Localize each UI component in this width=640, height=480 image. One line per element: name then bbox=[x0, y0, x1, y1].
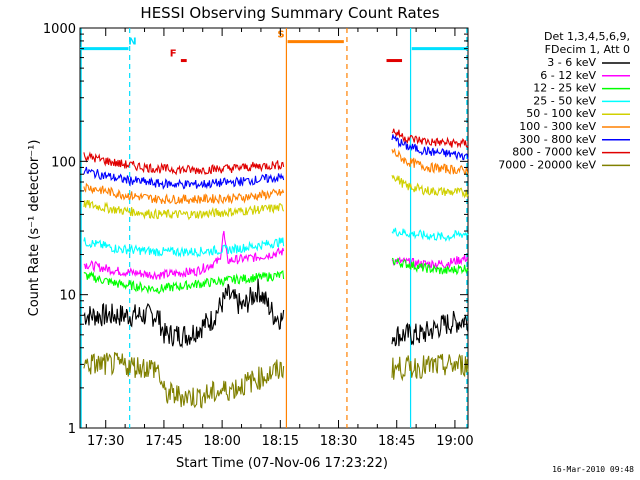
x-tick-label: 18:00 bbox=[203, 434, 240, 449]
legend-entry-label: 7000 - 20000 keV bbox=[498, 158, 596, 171]
chart-title: HESSI Observing Summary Count Rates bbox=[140, 4, 439, 22]
legend-entry-label: 50 - 100 keV bbox=[526, 107, 596, 120]
x-tick-label: 18:15 bbox=[262, 434, 299, 449]
y-axis-label: Count Rate (s⁻¹ detector⁻¹) bbox=[27, 140, 42, 317]
vertical-markers bbox=[80, 28, 468, 428]
legend-entry-label: 300 - 800 keV bbox=[519, 133, 596, 146]
x-tick-label: 18:45 bbox=[378, 434, 415, 449]
plot-frame bbox=[79, 27, 469, 429]
legend-entry-label: 25 - 50 keV bbox=[533, 94, 596, 107]
flag-bars: N F S bbox=[80, 30, 468, 63]
legend: Det 1,3,4,5,6,9,FDecim 1, Att 03 - 6 keV… bbox=[498, 30, 630, 171]
legend-entry-label: 100 - 300 keV bbox=[519, 120, 596, 133]
legend-entry-label: 6 - 12 keV bbox=[540, 69, 596, 82]
series-line bbox=[83, 257, 469, 295]
y-tick-label: 10 bbox=[59, 289, 76, 304]
x-axis-label: Start Time (07-Nov-06 17:23:22) bbox=[176, 456, 388, 471]
legend-entry-label: 12 - 25 keV bbox=[533, 82, 596, 95]
flag-bar-label: F bbox=[170, 49, 177, 60]
flag-bar-label: S bbox=[277, 30, 284, 41]
y-tick-label: 1000 bbox=[43, 22, 76, 37]
flag-bar-label: N bbox=[128, 37, 136, 48]
legend-header-line: Det 1,3,4,5,6,9, bbox=[544, 30, 630, 43]
legend-entry-label: 800 - 7000 keV bbox=[512, 146, 596, 159]
legend-header-line: FDecim 1, Att 0 bbox=[545, 43, 630, 56]
x-tick-label: 17:45 bbox=[145, 434, 182, 449]
series-line bbox=[83, 174, 469, 221]
y-tick-label: 1 bbox=[68, 422, 76, 437]
series-line bbox=[83, 351, 469, 409]
x-tick-label: 19:00 bbox=[436, 434, 473, 449]
series-line bbox=[83, 128, 469, 176]
timestamp-stamp: 16-Mar-2010 09:48 bbox=[552, 465, 634, 474]
x-axis-ticks: 17:30 17:45 18:00 18:15 18:30 18:45 19:00 bbox=[85, 28, 474, 449]
y-axis-ticks: 1 10 100 1000 bbox=[43, 22, 468, 437]
x-tick-label: 17:30 bbox=[87, 434, 124, 449]
series-line bbox=[83, 147, 469, 205]
plot-frame-group bbox=[79, 27, 469, 429]
series-line bbox=[83, 134, 469, 190]
series-line bbox=[83, 278, 469, 349]
legend-entry-label: 3 - 6 keV bbox=[547, 56, 596, 69]
series-lines bbox=[83, 128, 469, 409]
x-tick-label: 18:30 bbox=[320, 434, 357, 449]
y-tick-label: 100 bbox=[51, 155, 76, 170]
series-line bbox=[83, 227, 469, 258]
